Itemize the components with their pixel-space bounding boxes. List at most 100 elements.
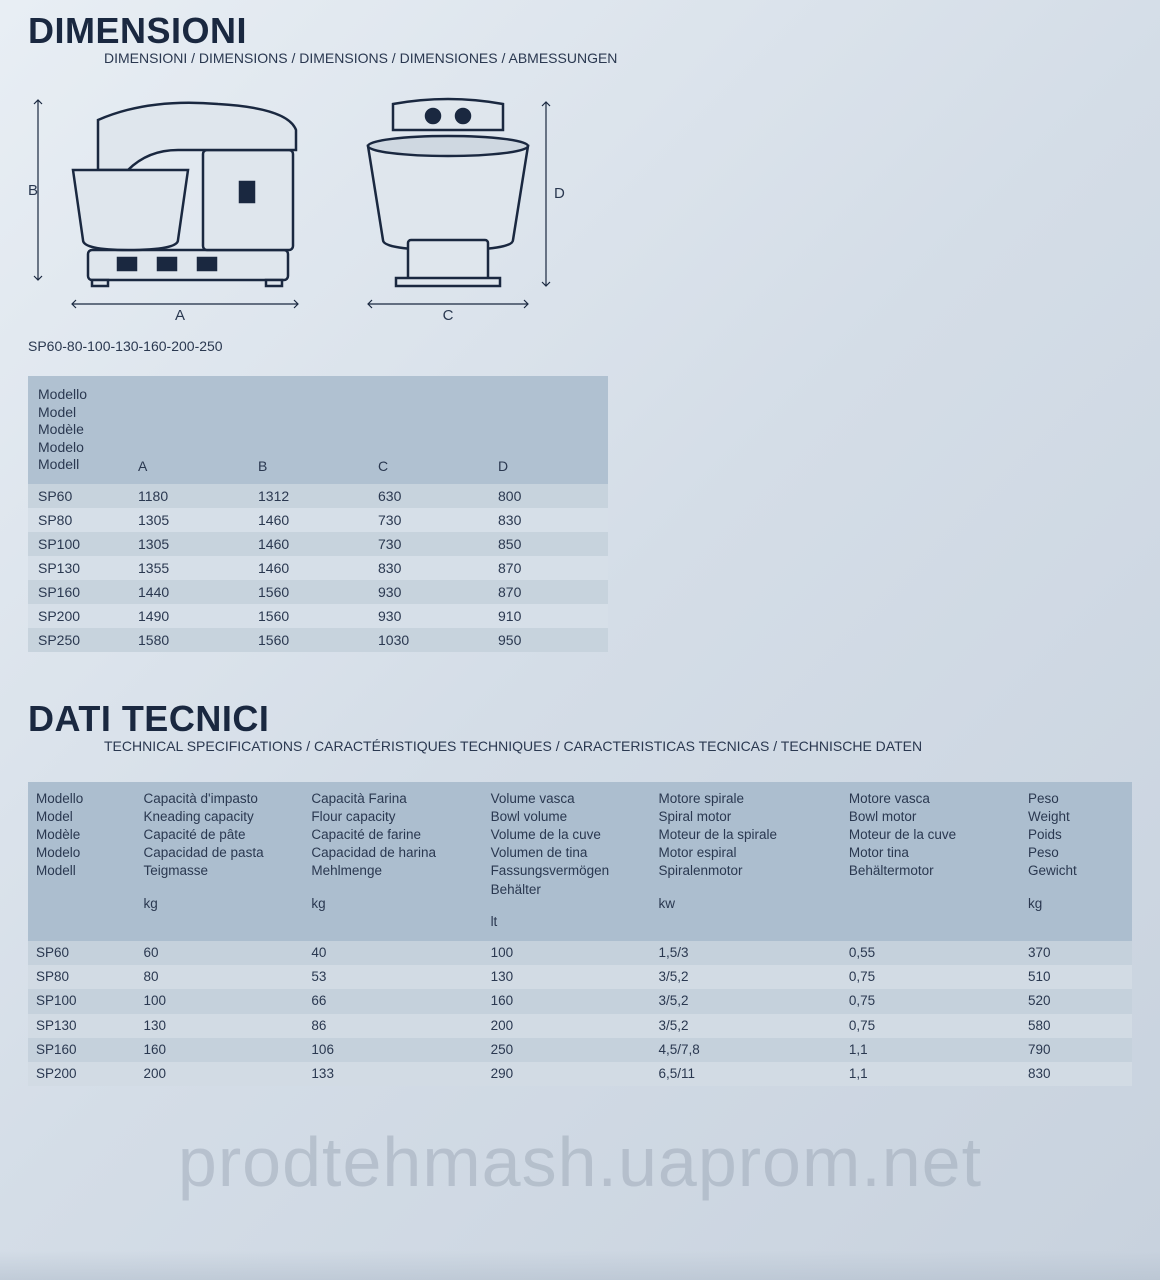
tech-header-line: Modèle [36,826,135,844]
table-cell: 910 [488,604,608,628]
fade-overlay [0,1250,1160,1280]
table-row: SP130130862003/5,20,75580 [28,1014,1132,1038]
table-cell: 1560 [248,628,368,652]
dimensions-subtitle: DIMENSIONI / DIMENSIONS / DIMENSIONS / D… [104,50,1132,66]
table-cell: SP160 [28,1038,135,1062]
table-cell: 1440 [128,580,248,604]
table-cell: 250 [483,1038,651,1062]
table-cell: SP100 [28,532,128,556]
tech-header-line: Motor espiral [659,844,841,862]
tech-header-line: Capacité de pâte [143,826,303,844]
tech-header-unit: lt [491,899,651,931]
tech-h-weight: PesoWeightPoidsPesoGewichtkg [1020,782,1132,942]
models-caption: SP60-80-100-130-160-200-250 [28,338,1132,354]
dims-tbody: SP6011801312630800SP8013051460730830SP10… [28,484,608,652]
tech-header-line: Volume de la cuve [491,826,651,844]
table-cell: 1305 [128,508,248,532]
dims-header-model-line: Model [38,404,128,422]
table-cell: 1355 [128,556,248,580]
table-cell: 510 [1020,965,1132,989]
table-cell: 370 [1020,941,1132,965]
table-cell: 800 [488,484,608,508]
tech-h-bowl: Volume vascaBowl volumeVolume de la cuve… [483,782,651,942]
table-row: SP20014901560930910 [28,604,608,628]
table-cell: 200 [135,1062,303,1086]
dimensions-title: DIMENSIONI [28,10,1132,52]
dims-header-b: B [248,376,368,484]
table-cell: 630 [368,484,488,508]
tech-h-flour: Capacità FarinaFlour capacityCapacité de… [303,782,482,942]
table-cell: 106 [303,1038,482,1062]
table-cell: 930 [368,604,488,628]
tech-h-model: ModelloModelModèleModeloModell [28,782,135,942]
table-cell: SP200 [28,604,128,628]
table-cell: 930 [368,580,488,604]
table-cell: 730 [368,532,488,556]
tech-header-line: Peso [1028,844,1132,862]
table-cell: 1460 [248,532,368,556]
table-cell: 1312 [248,484,368,508]
table-cell: SP60 [28,484,128,508]
mixer-front-diagram: D C [338,90,568,320]
tech-header-line: Peso [1028,790,1132,808]
diagram-row: B [28,90,1132,320]
tech-header-line: Motore spirale [659,790,841,808]
tech-header-line: Modello [36,790,135,808]
tech-header-line: Modelo [36,844,135,862]
table-row: SP16014401560930870 [28,580,608,604]
table-cell: 1560 [248,580,368,604]
table-cell: 3/5,2 [651,965,841,989]
table-cell: SP130 [28,556,128,580]
table-cell: 1,5/3 [651,941,841,965]
tech-header-line: Kneading capacity [143,808,303,826]
table-cell: 1305 [128,532,248,556]
table-cell: 1,1 [841,1038,1020,1062]
mixer-side-diagram: B [28,90,338,320]
table-cell: 66 [303,989,482,1013]
table-cell: 1,1 [841,1062,1020,1086]
tech-header-line: Volumen de tina [491,844,651,862]
table-cell: 160 [135,1038,303,1062]
table-cell: 0,75 [841,1014,1020,1038]
tech-h-knead: Capacità d'impastoKneading capacityCapac… [135,782,303,942]
table-cell: 290 [483,1062,651,1086]
tech-header-line: Flour capacity [311,808,482,826]
tech-header-line: Bowl motor [849,808,1020,826]
dims-header-model-line: Modelo [38,439,128,457]
table-cell: 870 [488,556,608,580]
table-cell: 0,55 [841,941,1020,965]
tech-header-line: Fassungsvermögen [491,862,651,880]
dim-label-b: B [28,182,38,199]
tech-header-line: Spiral motor [659,808,841,826]
table-cell: 1460 [248,556,368,580]
tech-header-line: Mehlmenge [311,862,482,880]
tech-header-line: Motore vasca [849,790,1020,808]
table-cell: 850 [488,532,608,556]
table-cell: SP60 [28,941,135,965]
dims-header-d: D [488,376,608,484]
table-cell: SP160 [28,580,128,604]
table-cell: 1180 [128,484,248,508]
tech-header-line: Moteur de la cuve [849,826,1020,844]
table-cell: SP130 [28,1014,135,1038]
table-cell: 520 [1020,989,1132,1013]
tech-section: DATI TECNICI TECHNICAL SPECIFICATIONS / … [28,698,1132,1087]
table-cell: 0,75 [841,965,1020,989]
table-row: SP6011801312630800 [28,484,608,508]
dim-label-c: C [443,307,454,320]
dims-header-model-line: Modell [38,456,128,474]
table-cell: 580 [1020,1014,1132,1038]
tech-header-unit: kw [659,881,841,913]
table-cell: SP100 [28,989,135,1013]
tech-header-line: Capacidad de pasta [143,844,303,862]
table-cell: 830 [368,556,488,580]
tech-table: ModelloModelModèleModeloModell Capacità … [28,782,1132,1087]
tech-header-unit: kg [143,881,303,913]
table-row: SP13013551460830870 [28,556,608,580]
table-cell: 130 [483,965,651,989]
table-cell: 1490 [128,604,248,628]
tech-h-spiral: Motore spiraleSpiral motorMoteur de la s… [651,782,841,942]
table-cell: SP250 [28,628,128,652]
tech-header-line: Motor tina [849,844,1020,862]
table-cell: SP80 [28,965,135,989]
